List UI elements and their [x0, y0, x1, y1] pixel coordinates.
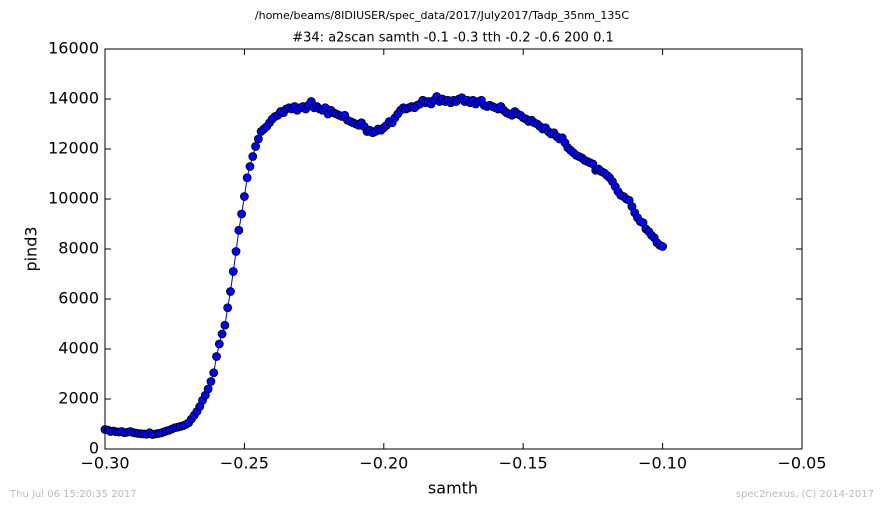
footer-left: Thu Jul 06 15:20:35 2017	[9, 489, 137, 500]
y-tick-label: 12000	[48, 139, 99, 158]
data-point	[223, 303, 233, 313]
chart-title: #34: a2scan samth -0.1 -0.3 tth -0.2 -0.…	[292, 31, 614, 46]
data-point	[239, 192, 249, 201]
data-point	[234, 225, 244, 235]
data-point	[217, 329, 227, 339]
x-tick-label: −0.15	[499, 454, 548, 473]
data-point	[253, 134, 263, 144]
y-tick-label: 4000	[58, 339, 99, 358]
data-point	[203, 384, 213, 394]
data-point	[231, 247, 241, 256]
data-point	[206, 377, 216, 386]
x-axis-label: samth	[428, 479, 478, 498]
x-tick-label: −0.10	[638, 454, 687, 473]
data-point	[242, 173, 252, 183]
y-tick-label: 10000	[48, 189, 99, 208]
y-tick-label: 16000	[48, 39, 99, 58]
data-point	[245, 162, 255, 171]
data-point	[209, 368, 219, 378]
chart-header: /home/beams/8IDIUSER/spec_data/2017/July…	[255, 9, 630, 22]
data-point	[212, 352, 221, 361]
x-tick-label: −0.30	[80, 454, 129, 473]
x-tick-label: −0.05	[777, 454, 826, 473]
plot-frame	[104, 48, 803, 450]
x-tick-label: −0.20	[359, 454, 408, 473]
y-tick-label: 2000	[58, 389, 99, 408]
y-tick-label: 8000	[58, 239, 99, 258]
data-point	[248, 152, 258, 161]
y-tick-label: 0	[89, 439, 99, 458]
data-point	[237, 209, 247, 219]
data-point	[220, 320, 230, 330]
y-tick-label: 6000	[58, 289, 99, 308]
data-point	[658, 242, 667, 251]
y-axis-label: pind3	[22, 226, 41, 271]
footer-right: spec2nexus, (C) 2014-2017	[736, 489, 874, 500]
y-tick-label: 14000	[48, 89, 99, 108]
data-point	[251, 142, 260, 151]
data-point	[228, 267, 238, 276]
data-point	[226, 287, 235, 296]
data-point	[214, 339, 224, 349]
x-tick-label: −0.25	[220, 454, 269, 473]
